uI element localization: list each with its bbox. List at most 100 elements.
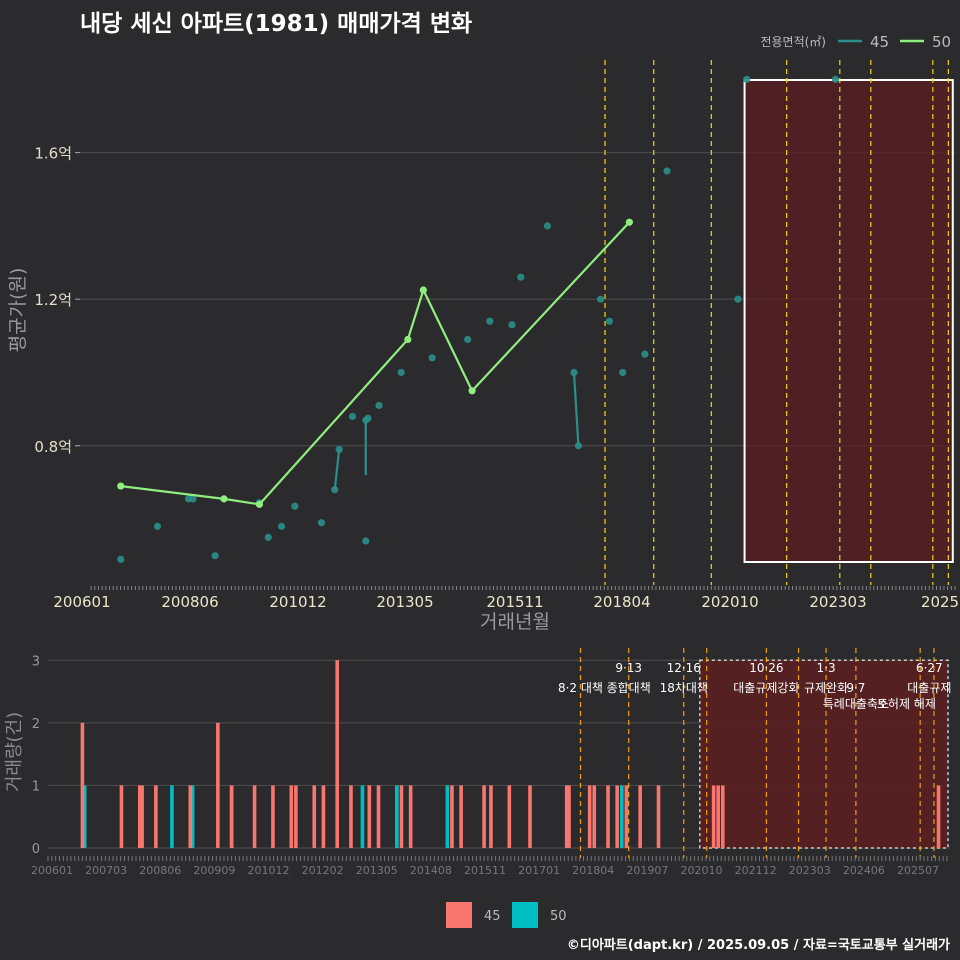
volume-bar-45 (312, 785, 317, 848)
volume-x-tick-label: 202010 (681, 864, 723, 877)
volume-x-tick-label: 201012 (248, 864, 290, 877)
policy-label: 대출규제 (907, 681, 951, 695)
volume-bar-45 (271, 785, 275, 848)
volume-bar-45 (587, 785, 592, 848)
volume-x-tick-label: 200601 (31, 864, 73, 877)
volume-bar-45 (528, 785, 532, 848)
volume-bar-45 (450, 785, 454, 848)
series-45-point (743, 75, 751, 83)
policy-label: 특례대출축소 (823, 697, 889, 711)
series-45-point (117, 555, 125, 563)
volume-bar-50 (360, 785, 365, 848)
series-50-point (419, 286, 427, 294)
volume-y-tick-label: 3 (32, 654, 40, 669)
volume-x-tick-label: 200703 (85, 864, 127, 877)
series-45-point (464, 335, 472, 344)
series-45-point (362, 537, 370, 545)
volume-bar-45 (459, 785, 463, 848)
volume-bar-45 (376, 785, 381, 848)
volume-bar-50 (170, 785, 174, 848)
series-45-point (517, 273, 525, 281)
volume-bar-45 (154, 785, 158, 848)
series-45-point (331, 486, 339, 494)
series-45-point (277, 522, 286, 530)
page-title: 내당 세신 아파트(1981) 매매가격 변화 (80, 11, 473, 37)
policy-label: 1·3 (817, 661, 836, 675)
volume-bar-45 (567, 785, 571, 848)
volume-bar-45 (482, 785, 486, 848)
volume-bar-45 (592, 785, 597, 848)
series-45-point (574, 442, 583, 450)
volume-bar-45 (335, 660, 339, 848)
volume-x-tick-label: 200909 (193, 864, 235, 877)
volume-x-tick-label: 202303 (789, 864, 831, 877)
volume-bar-45 (408, 785, 413, 848)
series-45-point (211, 552, 219, 560)
legend-50-label: 50 (932, 33, 951, 51)
volume-x-tick-label: 202112 (735, 864, 777, 877)
volume-x-tick-label: 201305 (356, 864, 398, 877)
series-45-point (641, 350, 649, 358)
volume-bar-45 (289, 785, 294, 848)
series-50-point (468, 387, 476, 395)
series-45-point (596, 295, 605, 303)
series-45-point (734, 295, 742, 303)
series-45-point (375, 401, 383, 410)
volume-bar-50 (82, 785, 87, 848)
policy-label: 8·2 대책 (558, 680, 603, 695)
volume-bar-45 (564, 785, 569, 848)
policy-label: 12·16 (667, 661, 701, 675)
policy-label: 규제완화 (804, 681, 848, 695)
series-45-point (486, 317, 494, 325)
price-x-tick-label: 202303 (809, 593, 866, 611)
price-x-tick-label: 200601 (53, 593, 110, 611)
series-50-point (220, 495, 228, 503)
volume-bar-45 (624, 785, 629, 848)
volume-bar-45 (367, 785, 372, 848)
volume-x-tick-label: 201907 (626, 864, 668, 877)
volume-bar-45 (606, 785, 610, 848)
volume-bar-45 (399, 785, 404, 848)
price-y-tick-label: 1.6억 (34, 145, 72, 163)
series-45-point (619, 368, 627, 377)
volume-x-tick-label: 202406 (843, 864, 885, 877)
series-45-point (291, 502, 299, 510)
price-x-tick-label: 200806 (161, 593, 218, 611)
policy-label: 대출규제강화 (733, 681, 799, 695)
volume-bar-45 (294, 785, 298, 848)
series-45-point (189, 495, 197, 503)
volume-bar-45 (80, 722, 85, 848)
highlight-box (743, 79, 954, 563)
volume-bar-45 (138, 785, 142, 848)
volume-highlight-box (699, 659, 949, 849)
series-50-point (255, 500, 264, 508)
series-45-point (153, 522, 162, 530)
volume-bar-45 (216, 722, 220, 848)
series-50-line (120, 221, 631, 506)
series-45-point (364, 414, 372, 422)
volume-x-tick-label: 201408 (410, 864, 452, 877)
volume-bar-45 (119, 785, 124, 848)
legend-volume-45-label: 45 (484, 909, 501, 924)
volume-y-tick-label: 0 (32, 842, 40, 857)
volume-bar-45 (507, 785, 512, 848)
volume-x-tick-label: 201202 (302, 864, 344, 877)
volume-x-tick-label: 200806 (139, 864, 181, 877)
series-50-point (404, 335, 412, 344)
price-x-tick-label: 201511 (486, 593, 543, 611)
policy-label: 18차대책 (660, 680, 708, 695)
series-45-point (508, 321, 516, 329)
series-45-point (264, 533, 272, 541)
legend-volume-50-label: 50 (550, 909, 567, 924)
price-x-tick-label: 201012 (269, 593, 326, 611)
series-50-point (625, 218, 633, 226)
price-y-axis-title: 평균가(원) (7, 268, 29, 353)
series-45-segment (572, 372, 580, 446)
volume-bar-50 (619, 785, 624, 848)
legend-volume-50-key (512, 902, 538, 928)
series-45-point (397, 368, 405, 377)
volume-bar-45 (321, 785, 326, 848)
policy-label: 9·13 (615, 661, 642, 675)
volume-chart: 0 1 2 3 8·2 대책 9·13 종합대책 12·16 18차대책 10·26 대출규제강화 1… (4, 648, 951, 877)
